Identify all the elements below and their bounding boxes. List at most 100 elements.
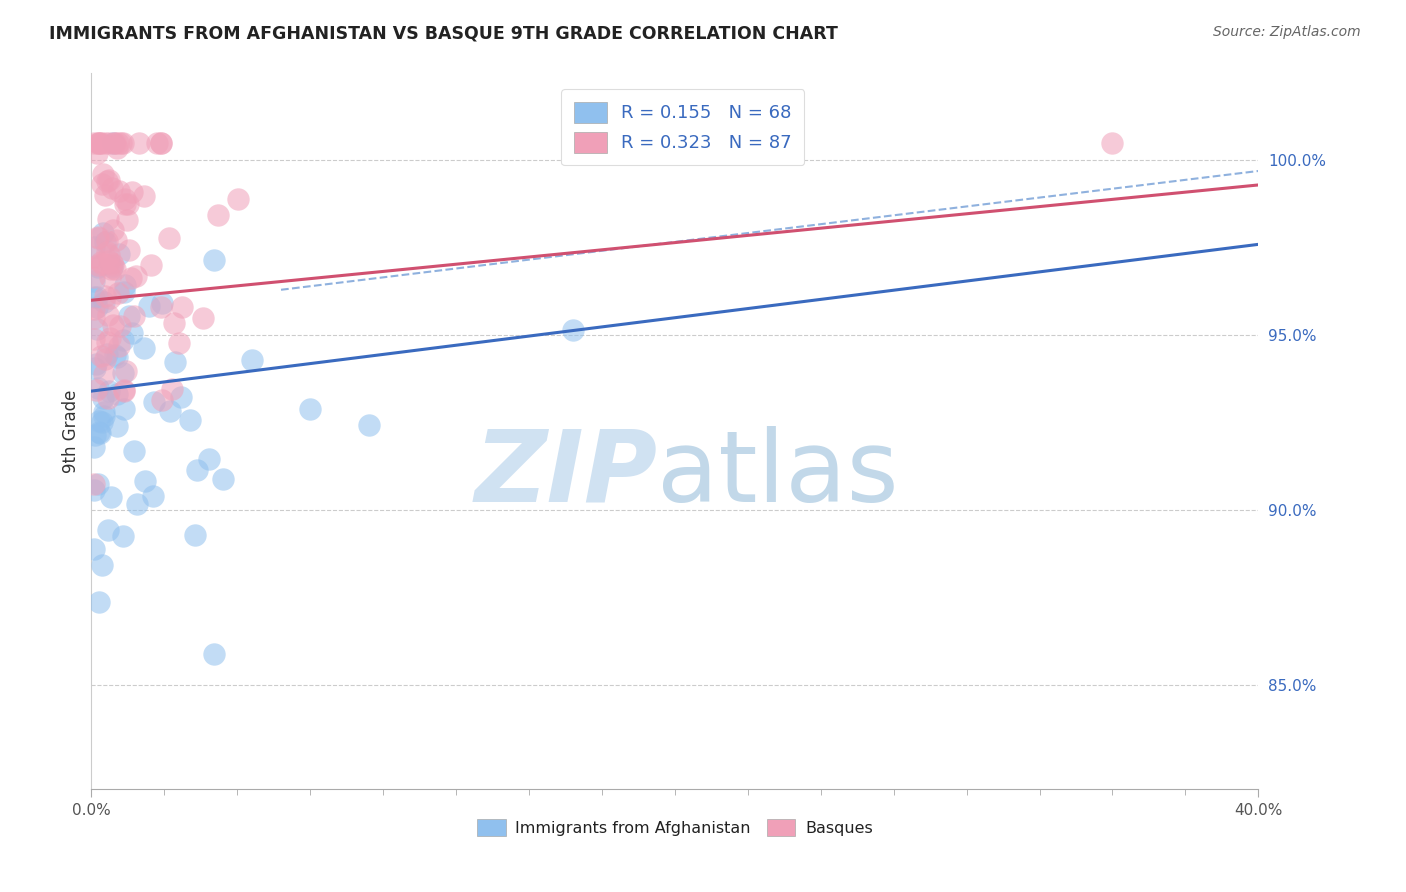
Point [101, 136, 124, 150]
Point [93, 226, 115, 240]
Point [110, 136, 132, 150]
Point [89, 425, 111, 439]
Point [96, 234, 118, 248]
Point [202, 647, 225, 661]
Point [142, 395, 165, 409]
Point [226, 192, 249, 206]
Point [87, 260, 110, 274]
Point [165, 355, 187, 369]
Point [87, 231, 110, 245]
Point [112, 383, 135, 397]
Point [83, 301, 105, 316]
Point [90, 415, 112, 429]
Point [114, 197, 136, 211]
Point [118, 309, 141, 323]
Point [107, 339, 129, 353]
Point [149, 300, 172, 314]
Point [83, 250, 105, 264]
Point [107, 141, 129, 155]
Point [83, 270, 105, 285]
Point [120, 271, 142, 285]
Point [87, 477, 110, 491]
Point [93, 351, 115, 366]
Point [121, 326, 143, 341]
Text: IMMIGRANTS FROM AFGHANISTAN VS BASQUE 9TH GRADE CORRELATION CHART: IMMIGRANTS FROM AFGHANISTAN VS BASQUE 9T… [49, 25, 838, 43]
Point [179, 413, 201, 427]
Point [96, 174, 118, 188]
Text: ZIP: ZIP [474, 425, 658, 523]
Point [94, 289, 117, 303]
Point [167, 336, 190, 351]
Point [111, 529, 134, 543]
Point [134, 189, 156, 203]
Point [96, 391, 118, 405]
Point [150, 136, 173, 150]
Point [97, 172, 120, 186]
Point [97, 211, 120, 226]
Point [87, 414, 110, 428]
Point [83, 477, 105, 491]
Point [105, 387, 128, 401]
Point [107, 136, 129, 150]
Point [86, 290, 108, 304]
Point [83, 541, 105, 556]
Point [86, 300, 108, 314]
Point [115, 363, 138, 377]
Text: atlas: atlas [658, 425, 898, 523]
Point [127, 497, 149, 511]
Point [112, 384, 135, 398]
Point [97, 248, 120, 262]
Point [83, 275, 105, 289]
Point [172, 300, 194, 314]
Point [240, 353, 263, 368]
Point [84, 428, 107, 442]
Point [122, 310, 145, 324]
Point [107, 285, 129, 300]
Text: Source: ZipAtlas.com: Source: ZipAtlas.com [1213, 25, 1361, 39]
Point [87, 595, 110, 609]
Point [84, 357, 107, 371]
Point [114, 277, 136, 292]
Point [83, 136, 105, 150]
Point [83, 240, 105, 254]
Point [105, 419, 128, 434]
Y-axis label: 9th Grade: 9th Grade [62, 390, 80, 473]
Point [1101, 136, 1123, 150]
Point [561, 323, 583, 337]
Point [150, 136, 173, 150]
Point [100, 262, 122, 277]
Point [112, 285, 135, 300]
Point [96, 335, 118, 350]
Point [90, 136, 112, 150]
Point [299, 401, 322, 416]
Point [98, 254, 121, 268]
Point [84, 384, 107, 398]
Point [90, 255, 112, 269]
Point [101, 258, 124, 272]
Point [83, 440, 105, 454]
Point [357, 418, 380, 433]
Point [150, 296, 173, 310]
Point [93, 368, 115, 382]
Point [118, 243, 141, 257]
Point [108, 247, 131, 261]
Point [159, 404, 181, 418]
Point [87, 136, 110, 150]
Point [160, 383, 183, 397]
Point [89, 349, 111, 363]
Point [86, 258, 108, 272]
Point [93, 409, 115, 424]
Point [98, 331, 121, 345]
Point [94, 136, 117, 150]
Point [211, 472, 233, 486]
Point [96, 346, 118, 360]
Point [207, 208, 229, 222]
Point [83, 290, 105, 304]
Point [83, 361, 105, 376]
Point [87, 136, 110, 150]
Point [124, 269, 146, 284]
Point [91, 177, 114, 191]
Point [100, 260, 122, 274]
Point [87, 229, 110, 244]
Point [86, 322, 108, 336]
